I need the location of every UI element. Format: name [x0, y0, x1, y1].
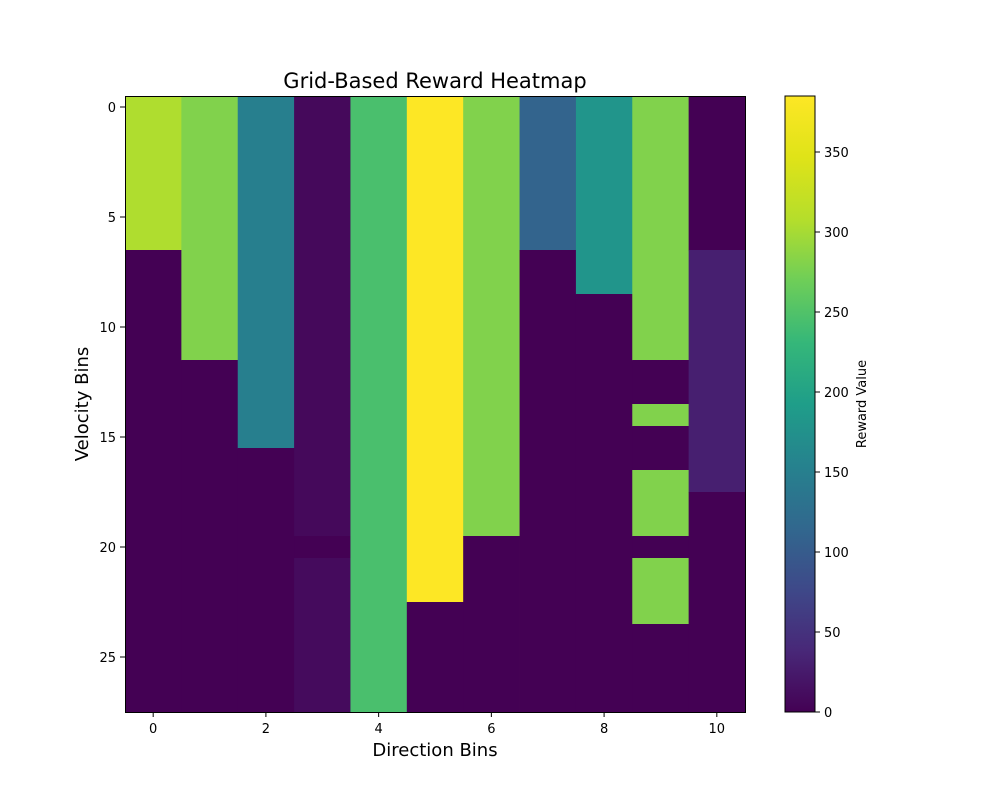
- y-tick-label: 10: [99, 321, 116, 336]
- heatmap-cell-col5-rows23-27: [406, 602, 464, 713]
- heatmap-cell-col7-rows0-6: [519, 96, 577, 251]
- x-axis-ticks: 0 2 4 6 8 10: [149, 712, 725, 737]
- colorbar-label: Reward Value: [855, 360, 870, 448]
- heatmap-cell-col2-rows16-27: [237, 448, 295, 713]
- heatmap-cell-col8-rows9-27: [575, 294, 633, 713]
- x-tick-label: 8: [600, 722, 608, 737]
- plot-frame: [125, 96, 746, 713]
- heatmap-cell-col10-rows0-6: [688, 96, 746, 251]
- heatmap-cell-col6-rows20-27: [463, 536, 520, 713]
- heatmap-cell-col9-rows24-27: [632, 624, 690, 713]
- colorbar: [784, 95, 816, 713]
- heatmap-cell-col9-rows17-19: [632, 470, 690, 537]
- colorbar-tick-label: 150: [824, 466, 849, 481]
- colorbar-tick-label: 250: [824, 306, 849, 321]
- heatmap-cell-col10-rows18-27: [688, 492, 746, 713]
- chart-title: Grid-Based Reward Heatmap: [283, 69, 586, 93]
- heatmap-cell-col9-rows12-13: [632, 360, 690, 405]
- heatmap-cell-col2-rows0-15: [237, 96, 295, 449]
- colorbar-ticks: 0 50 100 150 200 250 300 350: [815, 146, 849, 721]
- colorbar-tick-label: 50: [824, 626, 841, 641]
- x-tick-label: 4: [374, 722, 382, 737]
- heatmap-cell-col0-rows7-27: [125, 250, 182, 713]
- heatmap-cell-col9-rows0-11: [632, 96, 690, 361]
- heatmap-cell-col1-rows12-27: [181, 360, 239, 713]
- heatmap-cell-col9-rows20-20: [632, 536, 690, 559]
- heatmap-cell-col9-rows15-16: [632, 426, 690, 471]
- colorbar-tick-label: 300: [824, 226, 849, 241]
- heatmap-cell-col3-rows0-19: [294, 96, 351, 537]
- y-axis-label: Velocity Bins: [72, 347, 93, 461]
- heatmap-cell-col7-rows7-27: [519, 250, 577, 713]
- x-tick-label: 6: [487, 722, 495, 737]
- heatmap-cell-col0-rows0-6: [125, 96, 182, 251]
- heatmap-cells: [125, 96, 746, 713]
- y-tick-label: 0: [108, 101, 116, 116]
- heatmap-cell-col3-rows21-27: [294, 558, 351, 713]
- colorbar-tick-label: 100: [824, 546, 849, 561]
- colorbar-tick-label: 200: [824, 386, 849, 401]
- heatmap-cell-col6-rows0-19: [463, 96, 520, 537]
- colorbar-tick-label: 0: [824, 706, 832, 721]
- heatmap-cell-col8-rows0-8: [575, 96, 633, 295]
- x-tick-label: 0: [149, 722, 157, 737]
- heatmap-cell-col10-rows7-17: [688, 250, 746, 493]
- colorbar-tick-label: 350: [824, 146, 849, 161]
- x-tick-label: 10: [709, 722, 726, 737]
- heatmap-cell-col3-rows20-20: [294, 536, 351, 559]
- y-tick-label: 15: [99, 431, 116, 446]
- y-tick-label: 25: [99, 651, 116, 666]
- y-axis-ticks: 0 5 10 15 20 25: [99, 101, 125, 666]
- heatmap-cell-col9-rows14-14: [632, 404, 690, 427]
- heatmap-cell-col1-rows0-11: [181, 96, 239, 361]
- y-tick-label: 20: [99, 541, 116, 556]
- x-tick-label: 2: [262, 722, 270, 737]
- x-axis-label: Direction Bins: [372, 740, 497, 761]
- y-tick-label: 5: [108, 211, 116, 226]
- heatmap-cell-col4-rows0-27: [350, 96, 408, 713]
- heatmap-cell-col9-rows21-23: [632, 558, 690, 625]
- heatmap-cell-col5-rows0-22: [406, 96, 464, 603]
